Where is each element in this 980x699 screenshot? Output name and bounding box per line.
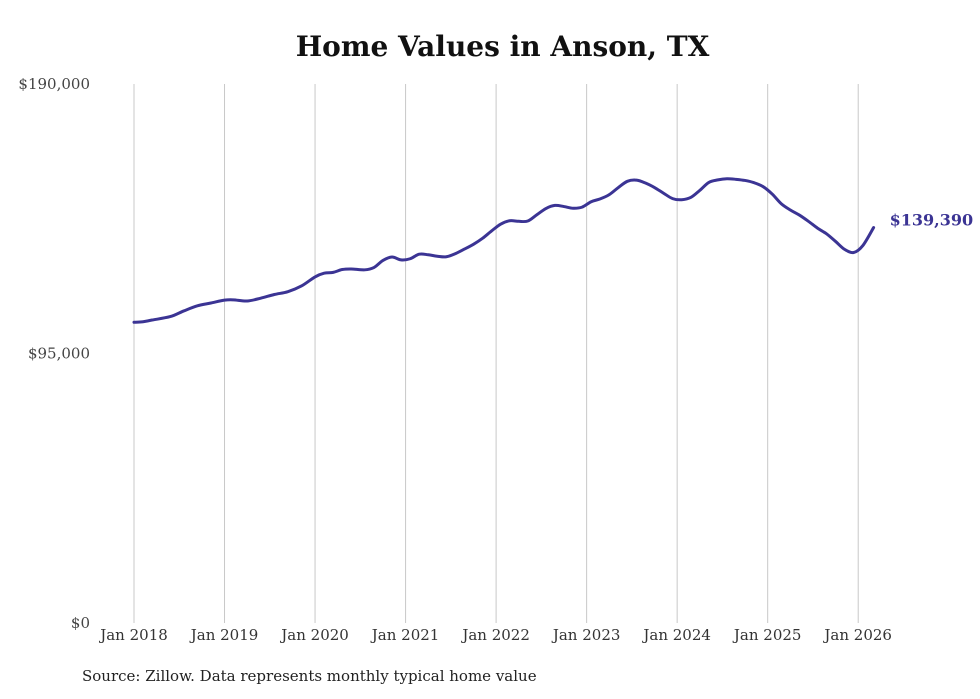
x-tick-label: Jan 2019	[189, 626, 259, 644]
series-group	[132, 177, 876, 324]
series-line	[132, 177, 876, 324]
x-tick-label: Jan 2020	[279, 626, 349, 644]
x-tick-label: Jan 2023	[551, 626, 621, 644]
grid-lines	[133, 84, 859, 623]
chart-title: Home Values in Anson, TX	[295, 30, 710, 63]
x-tick-label: Jan 2025	[732, 626, 802, 644]
x-tick-label: Jan 2021	[370, 626, 440, 644]
y-tick-label: $0	[71, 614, 90, 632]
y-axis: $0 $95,000 $190,000	[18, 75, 90, 632]
y-tick-label: $190,000	[18, 75, 90, 93]
x-tick-label: Jan 2024	[641, 626, 711, 644]
source-note: Source: Zillow. Data represents monthly …	[82, 667, 537, 685]
end-value-label: $139,390	[890, 211, 974, 230]
x-tick-label: Jan 2018	[98, 626, 168, 644]
x-axis: Jan 2018 Jan 2019 Jan 2020 Jan 2021 Jan 2022…	[98, 626, 892, 644]
y-tick-label: $95,000	[28, 345, 90, 363]
x-tick-label: Jan 2026	[822, 626, 892, 644]
x-tick-label: Jan 2022	[460, 626, 530, 644]
